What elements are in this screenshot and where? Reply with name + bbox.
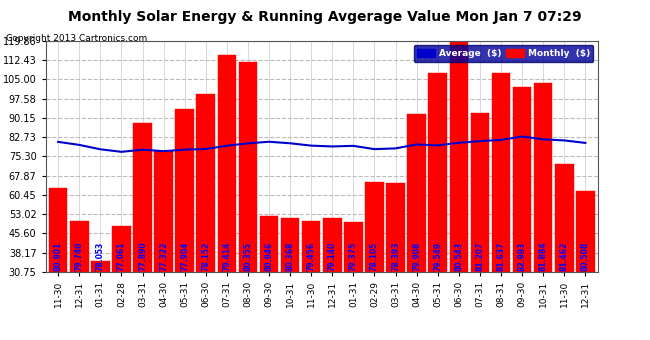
Legend: Average  ($), Monthly  ($): Average ($), Monthly ($) <box>413 45 593 62</box>
Bar <box>344 222 363 272</box>
Text: 80.368: 80.368 <box>285 241 294 271</box>
Text: 78.053: 78.053 <box>96 241 105 271</box>
Bar <box>239 63 257 272</box>
Text: 81.207: 81.207 <box>475 241 484 271</box>
Bar <box>196 94 215 272</box>
Text: 77.904: 77.904 <box>180 241 189 271</box>
Text: 77.890: 77.890 <box>138 241 147 271</box>
Bar <box>555 164 573 272</box>
Bar <box>154 151 173 272</box>
Text: Monthly Solar Energy & Running Avgerage Value Mon Jan 7 07:29: Monthly Solar Energy & Running Avgerage … <box>68 10 582 24</box>
Text: 78.393: 78.393 <box>391 241 400 271</box>
Text: 80.543: 80.543 <box>454 242 463 271</box>
Text: 79.740: 79.740 <box>75 241 84 271</box>
Text: 79.908: 79.908 <box>412 241 421 271</box>
Bar <box>281 218 300 272</box>
Text: 81.884: 81.884 <box>539 241 548 271</box>
Bar <box>176 109 194 272</box>
Text: 80.901: 80.901 <box>54 241 62 271</box>
Text: 79.414: 79.414 <box>222 241 231 271</box>
Text: 77.061: 77.061 <box>117 241 126 271</box>
Text: 80.508: 80.508 <box>581 241 590 271</box>
Text: Copyright 2013 Cartronics.com: Copyright 2013 Cartronics.com <box>6 34 148 43</box>
Bar <box>49 188 68 272</box>
Bar <box>386 183 405 272</box>
Bar <box>365 182 383 272</box>
Bar <box>133 123 152 272</box>
Bar <box>323 218 341 272</box>
Bar <box>112 226 131 272</box>
Text: 82.993: 82.993 <box>517 241 526 271</box>
Bar <box>260 216 278 272</box>
Bar <box>491 73 510 272</box>
Text: 77.322: 77.322 <box>159 241 168 271</box>
Bar <box>408 114 426 272</box>
Bar <box>576 191 595 272</box>
Text: 79.456: 79.456 <box>307 242 316 271</box>
Bar <box>91 261 110 272</box>
Text: 79.140: 79.140 <box>328 241 337 271</box>
Bar <box>302 221 320 272</box>
Text: 81.637: 81.637 <box>497 241 506 271</box>
Text: 79.549: 79.549 <box>434 242 442 271</box>
Text: 79.375: 79.375 <box>349 241 358 271</box>
Text: 80.355: 80.355 <box>244 242 252 271</box>
Bar <box>428 73 447 272</box>
Bar <box>534 83 552 272</box>
Text: 80.946: 80.946 <box>265 241 274 271</box>
Text: 81.462: 81.462 <box>560 241 569 271</box>
Bar <box>471 113 489 272</box>
Bar <box>70 221 88 272</box>
Text: 78.105: 78.105 <box>370 241 379 271</box>
Bar <box>218 55 236 272</box>
Text: 78.152: 78.152 <box>202 241 210 271</box>
Bar <box>513 87 531 272</box>
Bar <box>450 41 468 272</box>
